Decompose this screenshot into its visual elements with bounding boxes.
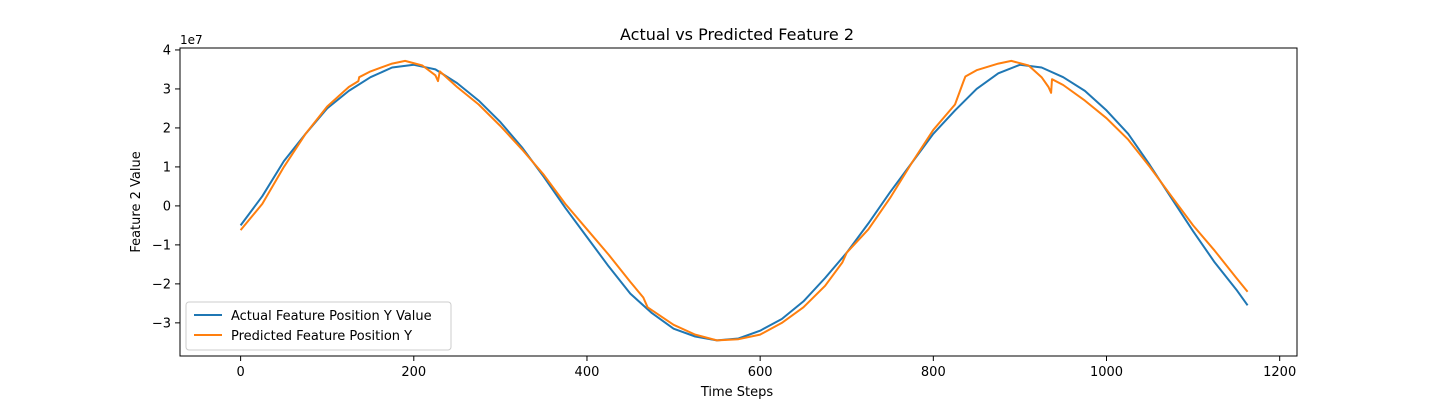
legend-label-predicted: Predicted Feature Position Y xyxy=(231,329,412,344)
y-axis-ticks: −3 −2 −1 0 1 2 3 4 xyxy=(152,43,180,331)
y-tick-label: 1 xyxy=(163,160,171,175)
y-offset-label: 1e7 xyxy=(180,33,203,47)
x-tick-label: 400 xyxy=(575,365,600,380)
y-tick-label: 2 xyxy=(163,121,171,136)
x-tick-label: 1000 xyxy=(1090,365,1123,380)
y-tick-label: −1 xyxy=(152,238,171,253)
x-axis-ticks: 0 200 400 600 800 1000 1200 xyxy=(236,356,1296,380)
x-tick-label: 0 xyxy=(236,365,244,380)
y-tick-label: 3 xyxy=(163,82,171,97)
series-layer xyxy=(239,59,1249,342)
x-axis-label: Time Steps xyxy=(700,385,774,400)
y-tick-label: 4 xyxy=(163,43,171,58)
plot-area xyxy=(179,47,1298,357)
legend: Actual Feature Position Y Value Predicte… xyxy=(185,301,452,351)
x-tick-label: 200 xyxy=(401,365,426,380)
y-tick-label: −3 xyxy=(152,316,171,331)
y-tick-label: −2 xyxy=(152,277,171,292)
chart-title: Actual vs Predicted Feature 2 xyxy=(620,25,854,44)
x-tick-label: 1200 xyxy=(1263,365,1296,380)
series-line-actual xyxy=(239,63,1249,342)
legend-label-actual: Actual Feature Position Y Value xyxy=(231,309,432,324)
legend-box xyxy=(185,301,452,351)
x-tick-label: 600 xyxy=(748,365,773,380)
y-tick-label: 0 xyxy=(163,199,171,214)
x-tick-label: 800 xyxy=(921,365,946,380)
y-axis-label: Feature 2 Value xyxy=(129,151,144,252)
series-line-predicted xyxy=(239,59,1249,342)
plot-frame xyxy=(179,47,1298,357)
